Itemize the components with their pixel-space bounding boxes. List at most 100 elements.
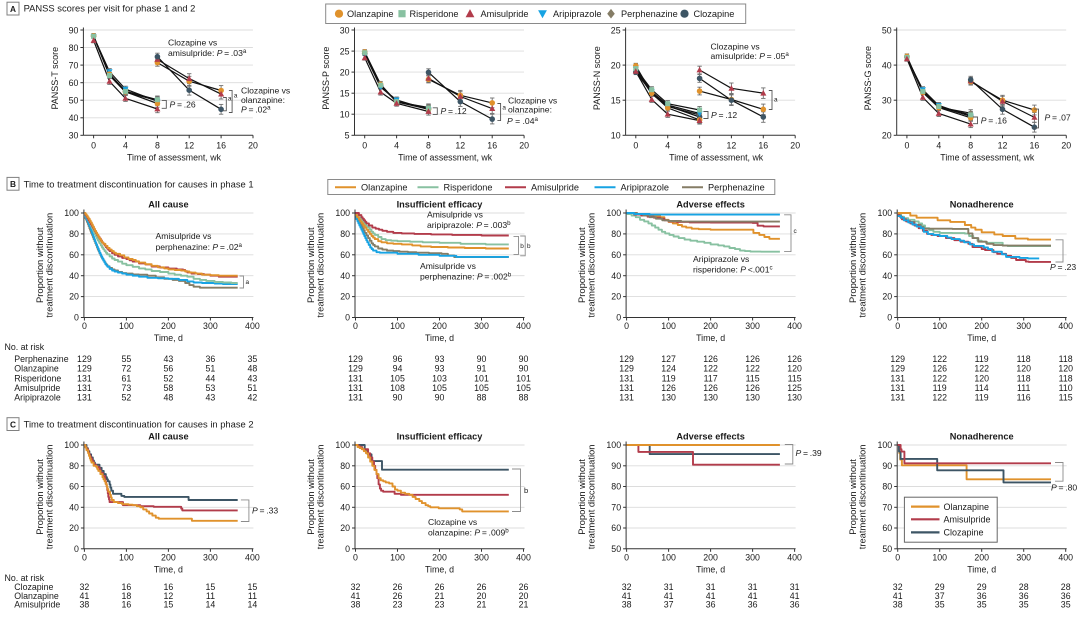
svg-text:126: 126 — [932, 364, 947, 374]
svg-text:40: 40 — [69, 271, 79, 281]
svg-text:15: 15 — [611, 96, 621, 106]
svg-text:35: 35 — [935, 600, 945, 610]
svg-text:4: 4 — [394, 141, 399, 151]
svg-text:37: 37 — [935, 591, 945, 601]
svg-text:200: 200 — [703, 552, 718, 562]
svg-text:Amisulpride vs: Amisulpride vs — [427, 209, 483, 219]
svg-text:103: 103 — [432, 373, 447, 383]
svg-text:Time of assessment, wk: Time of assessment, wk — [669, 153, 764, 163]
svg-text:200: 200 — [161, 552, 176, 562]
svg-text:60: 60 — [611, 250, 621, 260]
svg-text:28: 28 — [1061, 582, 1071, 592]
svg-text:200: 200 — [161, 321, 176, 331]
svg-text:treatment discontinuation: treatment discontinuation — [857, 213, 868, 318]
svg-text:perphenazine: P = .02a: perphenazine: P = .02a — [156, 242, 243, 252]
svg-text:35: 35 — [1061, 600, 1071, 610]
svg-text:60: 60 — [69, 78, 79, 88]
svg-text:36: 36 — [790, 600, 800, 610]
svg-text:80: 80 — [69, 229, 79, 239]
svg-text:Time of assessment, wk: Time of assessment, wk — [940, 153, 1035, 163]
svg-text:26: 26 — [519, 582, 529, 592]
svg-text:300: 300 — [1016, 552, 1031, 562]
svg-text:300: 300 — [474, 552, 489, 562]
svg-text:93: 93 — [435, 354, 445, 364]
svg-text:Clozapine: Clozapine — [944, 528, 984, 538]
svg-text:41: 41 — [351, 591, 361, 601]
svg-text:Proportion without: Proportion without — [305, 459, 316, 535]
svg-text:A: A — [10, 4, 16, 14]
svg-text:31: 31 — [748, 582, 758, 592]
svg-text:120: 120 — [787, 364, 802, 374]
svg-text:120: 120 — [974, 373, 989, 383]
svg-text:14: 14 — [248, 600, 258, 610]
svg-text:51: 51 — [206, 364, 216, 374]
svg-text:Insufficient efficacy: Insufficient efficacy — [397, 432, 484, 442]
svg-text:8: 8 — [968, 141, 973, 151]
svg-text:Perphenazine: Perphenazine — [621, 9, 678, 19]
svg-text:41: 41 — [706, 591, 716, 601]
svg-text:20: 20 — [340, 292, 350, 302]
svg-text:125: 125 — [787, 383, 802, 393]
svg-text:130: 130 — [703, 393, 718, 403]
svg-text:12: 12 — [998, 141, 1008, 151]
svg-text:40: 40 — [611, 271, 621, 281]
svg-text:Nonadherence: Nonadherence — [950, 432, 1014, 442]
svg-text:101: 101 — [474, 373, 489, 383]
svg-text:129: 129 — [348, 364, 363, 374]
svg-text:41: 41 — [622, 591, 632, 601]
svg-text:20: 20 — [611, 292, 621, 302]
svg-text:129: 129 — [77, 364, 92, 374]
svg-text:20: 20 — [519, 141, 529, 151]
svg-text:60: 60 — [340, 250, 350, 260]
svg-text:129: 129 — [348, 354, 363, 364]
svg-text:50: 50 — [611, 544, 621, 554]
svg-text:20: 20 — [340, 523, 350, 533]
svg-text:Clozapine vs: Clozapine vs — [428, 517, 477, 527]
svg-text:52: 52 — [164, 373, 174, 383]
svg-text:100: 100 — [661, 321, 676, 331]
svg-text:8: 8 — [155, 141, 160, 151]
svg-text:200: 200 — [974, 321, 989, 331]
svg-text:5: 5 — [345, 131, 350, 141]
svg-text:30: 30 — [340, 25, 350, 35]
svg-text:118: 118 — [1059, 373, 1073, 383]
svg-text:100: 100 — [606, 208, 621, 218]
svg-text:131: 131 — [348, 393, 363, 403]
svg-text:100: 100 — [606, 440, 621, 450]
svg-text:olanzapine:: olanzapine: — [241, 95, 285, 105]
svg-text:30: 30 — [69, 131, 79, 141]
svg-text:40: 40 — [69, 502, 79, 512]
svg-text:38: 38 — [80, 600, 90, 610]
svg-text:91: 91 — [477, 364, 487, 374]
svg-text:amisulpride: P = .05a: amisulpride: P = .05a — [711, 51, 790, 61]
svg-text:4: 4 — [123, 141, 128, 151]
svg-text:Risperidone: Risperidone — [444, 182, 493, 192]
svg-text:Clozapine vs: Clozapine vs — [711, 41, 760, 51]
svg-text:118: 118 — [1017, 354, 1031, 364]
svg-text:25: 25 — [611, 25, 621, 35]
svg-text:26: 26 — [435, 582, 445, 592]
svg-text:108: 108 — [390, 383, 405, 393]
svg-text:70: 70 — [69, 60, 79, 70]
svg-text:treatment discontinuation: treatment discontinuation — [43, 213, 54, 318]
svg-text:400: 400 — [516, 552, 531, 562]
svg-text:115: 115 — [1059, 393, 1073, 403]
svg-text:Proportion without: Proportion without — [34, 227, 45, 303]
svg-text:risperidone: P <.001c: risperidone: P <.001c — [693, 265, 773, 275]
svg-text:Time, d: Time, d — [425, 564, 454, 574]
svg-text:122: 122 — [745, 364, 760, 374]
svg-text:a: a — [246, 279, 250, 286]
svg-text:41: 41 — [748, 591, 758, 601]
svg-text:31: 31 — [664, 582, 674, 592]
svg-text:44: 44 — [206, 373, 216, 383]
svg-text:16: 16 — [758, 141, 768, 151]
svg-text:38: 38 — [622, 600, 632, 610]
svg-text:Adverse effects: Adverse effects — [676, 200, 744, 210]
svg-text:P = .12: P = .12 — [441, 106, 467, 116]
svg-text:Time, d: Time, d — [696, 333, 725, 343]
svg-text:80: 80 — [882, 482, 892, 492]
svg-text:olanzapine:: olanzapine: — [508, 105, 552, 115]
svg-text:122: 122 — [932, 373, 947, 383]
svg-text:4: 4 — [665, 141, 670, 151]
svg-text:48: 48 — [164, 393, 174, 403]
